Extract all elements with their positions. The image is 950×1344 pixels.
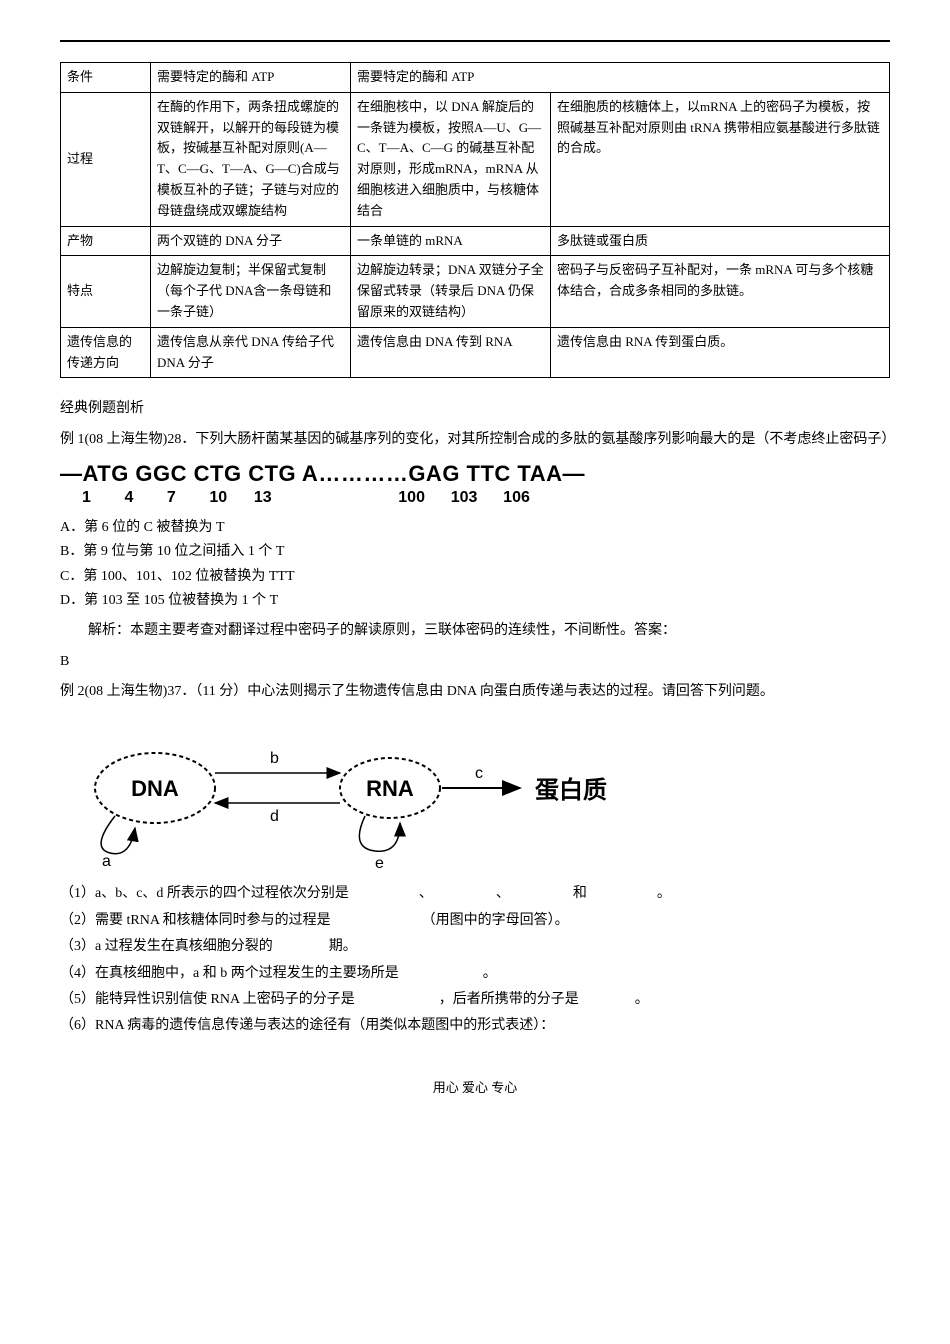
row-label: 遗传信息的传递方向 — [61, 327, 151, 378]
footer-text: 用心 爱心 专心 — [60, 1078, 890, 1099]
cell: 在细胞质的核糖体上，以mRNA 上的密码子为模板，按照碱基互补配对原则由 tRN… — [551, 92, 890, 226]
cell: 多肽链或蛋白质 — [551, 226, 890, 256]
row-label: 产物 — [61, 226, 151, 256]
option-a: A．第 6 位的 C 被替换为 T — [60, 517, 890, 539]
dna-label: DNA — [131, 776, 179, 801]
cell: 在酶的作用下，两条扭成螺旋的双链解开，以解开的每段链为模板，按碱基互补配对原则(… — [151, 92, 351, 226]
cell: 遗传信息从亲代 DNA 传给子代 DNA 分子 — [151, 327, 351, 378]
question-3: （3）a 过程发生在真核细胞分裂的 期。 — [60, 936, 890, 958]
sequence-line: —ATG GGC CTG CTG A…………GAG TTC TAA— — [60, 461, 890, 487]
label-e: e — [375, 855, 384, 868]
protein-label: 蛋白质 — [535, 776, 607, 804]
label-b: b — [270, 750, 279, 767]
option-b: B．第 9 位与第 10 位之间插入 1 个 T — [60, 541, 890, 563]
answer-text: B — [60, 651, 890, 673]
label-c: c — [475, 765, 483, 782]
cell: 两个双链的 DNA 分子 — [151, 226, 351, 256]
section-heading: 经典例题剖析 — [60, 398, 890, 420]
cell: 密码子与反密码子互补配对，一条 mRNA 可与多个核糖体结合，合成多条相同的多肽… — [551, 256, 890, 327]
cell: 一条单链的 mRNA — [351, 226, 551, 256]
table-row: 过程 在酶的作用下，两条扭成螺旋的双链解开，以解开的每段链为模板，按碱基互补配对… — [61, 92, 890, 226]
option-d: D．第 103 至 105 位被替换为 1 个 T — [60, 590, 890, 612]
question-6: （6）RNA 病毒的遗传信息传递与表达的途径有（用类似本题图中的形式表述）： — [60, 1015, 890, 1037]
example1-intro: 例 1(08 上海生物)28．下列大肠杆菌某基因的碱基序列的变化，对其所控制合成… — [60, 429, 890, 451]
table-row: 特点 边解旋边复制；半保留式复制（每个子代 DNA含一条母链和一条子链） 边解旋… — [61, 256, 890, 327]
table-row: 遗传信息的传递方向 遗传信息从亲代 DNA 传给子代 DNA 分子 遗传信息由 … — [61, 327, 890, 378]
table-row: 产物 两个双链的 DNA 分子 一条单链的 mRNA 多肽链或蛋白质 — [61, 226, 890, 256]
question-4: （4）在真核细胞中，a 和 b 两个过程发生的主要场所是 。 — [60, 963, 890, 985]
central-dogma-diagram: DNA a b d RNA e c 蛋白质 — [60, 718, 620, 868]
sequence-display: —ATG GGC CTG CTG A…………GAG TTC TAA— 1 4 7… — [60, 461, 890, 507]
row-label: 过程 — [61, 92, 151, 226]
cell: 边解旋边复制；半保留式复制（每个子代 DNA含一条母链和一条子链） — [151, 256, 351, 327]
sequence-numbers: 1 4 7 10 13 100 103 106 — [60, 488, 890, 507]
analysis-text: 解析：本题主要考查对翻译过程中密码子的解读原则，三联体密码的连续性，不间断性。答… — [60, 620, 890, 642]
cell: 遗传信息由 DNA 传到 RNA — [351, 327, 551, 378]
cell: 在细胞核中，以 DNA 解旋后的一条链为模板，按照A—U、G—C、T—A、C—G… — [351, 92, 551, 226]
cell: 需要特定的酶和 ATP — [351, 63, 890, 93]
question-2: （2）需要 tRNA 和核糖体同时参与的过程是 （用图中的字母回答）。 — [60, 910, 890, 932]
cell: 需要特定的酶和 ATP — [151, 63, 351, 93]
example2-intro: 例 2(08 上海生物)37．（11 分）中心法则揭示了生物遗传信息由 DNA … — [60, 681, 890, 703]
question-1: （1）a、b、c、d 所表示的四个过程依次分别是 、 、 和 。 — [60, 883, 890, 905]
row-label: 条件 — [61, 63, 151, 93]
row-label: 特点 — [61, 256, 151, 327]
label-d: d — [270, 808, 279, 825]
cell: 边解旋边转录；DNA 双链分子全保留式转录（转录后 DNA 仍保留原来的双链结构… — [351, 256, 551, 327]
cell: 遗传信息由 RNA 传到蛋白质。 — [551, 327, 890, 378]
question-5: （5）能特异性识别信使 RNA 上密码子的分子是 ，后者所携带的分子是 。 — [60, 989, 890, 1011]
table-row: 条件 需要特定的酶和 ATP 需要特定的酶和 ATP — [61, 63, 890, 93]
comparison-table: 条件 需要特定的酶和 ATP 需要特定的酶和 ATP 过程 在酶的作用下，两条扭… — [60, 62, 890, 378]
label-a: a — [102, 853, 111, 868]
option-c: C．第 100、101、102 位被替换为 TTT — [60, 566, 890, 588]
rna-label: RNA — [366, 776, 414, 801]
